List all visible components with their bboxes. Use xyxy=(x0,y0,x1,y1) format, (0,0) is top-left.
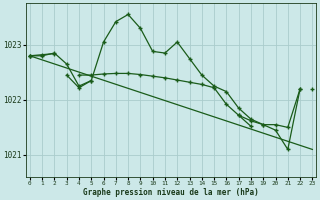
X-axis label: Graphe pression niveau de la mer (hPa): Graphe pression niveau de la mer (hPa) xyxy=(83,188,259,197)
